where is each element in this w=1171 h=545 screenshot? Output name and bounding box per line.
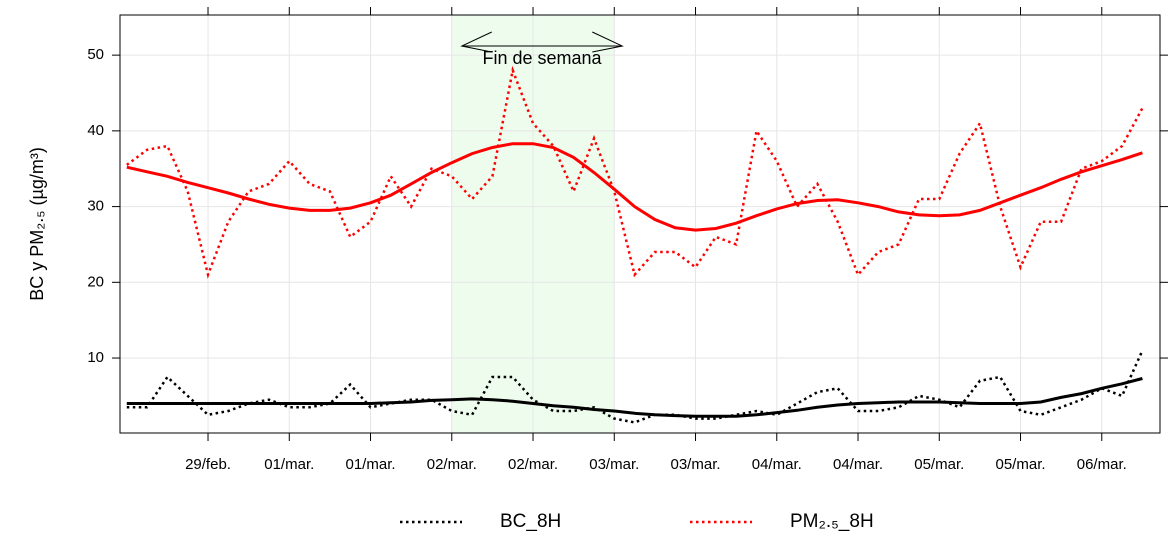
y-tick-label: 40	[87, 122, 104, 139]
series-line	[126, 377, 1143, 418]
y-tick-label: 30	[87, 198, 104, 215]
x-tick-label: 05/mar.	[914, 456, 964, 473]
annotation-text: Fin de semana	[482, 48, 602, 68]
x-tick-label: 01/mar.	[264, 456, 314, 473]
x-tick-label: 06/mar.	[1077, 456, 1127, 473]
legend-label: PM₂.₅_8H	[790, 511, 874, 532]
x-tick-label: 05/mar.	[996, 456, 1046, 473]
x-tick-label: 02/mar.	[427, 456, 477, 473]
x-tick-label: 03/mar.	[589, 456, 639, 473]
series-line	[126, 65, 1144, 279]
x-tick-label: 02/mar.	[508, 456, 558, 473]
y-tick-label: 50	[87, 46, 104, 63]
x-tick-label: 04/mar.	[833, 456, 883, 473]
series-line	[126, 142, 1143, 232]
x-tick-label: 01/mar.	[346, 456, 396, 473]
x-tick-label: 29/feb.	[185, 456, 231, 473]
y-axis-title: BC y PM₂.₅ (µg/m³)	[27, 147, 47, 301]
x-tick-label: 04/mar.	[752, 456, 802, 473]
annotation-arrow	[460, 31, 624, 53]
legend-label: BC_8H	[500, 511, 561, 532]
series-line	[126, 349, 1144, 424]
y-tick-label: 10	[87, 349, 104, 366]
x-tick-label: 03/mar.	[671, 456, 721, 473]
y-tick-label: 20	[87, 273, 104, 290]
plot-frame	[119, 14, 1161, 434]
